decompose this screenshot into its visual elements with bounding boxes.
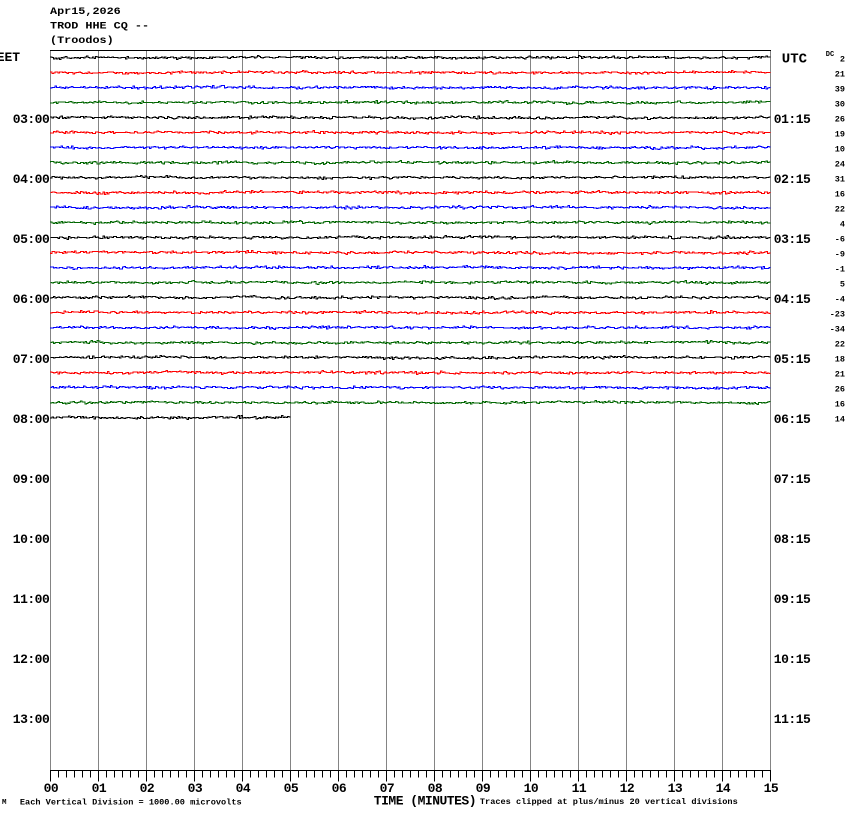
svg-text:05:15: 05:15: [774, 352, 811, 367]
svg-text:07: 07: [380, 781, 395, 796]
svg-text:EET: EET: [0, 50, 20, 65]
svg-text:19: 19: [835, 130, 845, 140]
svg-text:06: 06: [332, 781, 347, 796]
svg-text:01: 01: [92, 781, 107, 796]
svg-text:10: 10: [835, 145, 845, 155]
svg-text:01:15: 01:15: [774, 112, 811, 127]
svg-text:05: 05: [284, 781, 299, 796]
svg-text:-6: -6: [835, 235, 845, 245]
svg-text:31: 31: [835, 175, 845, 185]
svg-text:18: 18: [835, 355, 845, 365]
svg-text:-1: -1: [835, 265, 845, 275]
svg-text:4: 4: [840, 220, 845, 230]
svg-text:04:00: 04:00: [13, 172, 50, 187]
svg-text:2: 2: [840, 55, 845, 65]
svg-text:TIME (MINUTES): TIME (MINUTES): [374, 794, 476, 809]
svg-text:08:15: 08:15: [774, 532, 811, 547]
svg-text:22: 22: [835, 340, 845, 350]
svg-text:M: M: [2, 799, 7, 807]
svg-text:02: 02: [140, 781, 155, 796]
svg-text:TROD HHE CQ --: TROD HHE CQ --: [50, 21, 149, 32]
svg-text:07:00: 07:00: [13, 352, 50, 367]
svg-text:24: 24: [835, 160, 845, 170]
svg-text:04: 04: [236, 781, 251, 796]
svg-text:13: 13: [668, 781, 683, 796]
svg-text:04:15: 04:15: [774, 292, 811, 307]
svg-text:05:00: 05:00: [13, 232, 50, 247]
svg-text:(Troodos): (Troodos): [50, 36, 114, 47]
svg-text:09: 09: [476, 781, 491, 796]
svg-text:09:15: 09:15: [774, 592, 811, 607]
svg-text:08: 08: [428, 781, 443, 796]
svg-text:08:00: 08:00: [13, 412, 50, 427]
svg-text:15: 15: [764, 781, 779, 796]
svg-text:30: 30: [835, 100, 845, 110]
svg-text:5: 5: [840, 280, 845, 290]
svg-text:07:15: 07:15: [774, 472, 811, 487]
svg-text:16: 16: [835, 190, 845, 200]
svg-text:12: 12: [620, 781, 635, 796]
svg-text:26: 26: [835, 115, 845, 125]
svg-text:14: 14: [716, 781, 731, 796]
svg-text:22: 22: [835, 205, 845, 215]
svg-text:DC: DC: [826, 51, 834, 59]
svg-text:03: 03: [188, 781, 203, 796]
svg-text:39: 39: [835, 85, 845, 95]
svg-text:09:00: 09:00: [13, 472, 50, 487]
svg-text:Each Vertical Division = 1000.: Each Vertical Division = 1000.00 microvo…: [20, 797, 242, 807]
svg-text:UTC: UTC: [782, 51, 808, 67]
svg-text:Apr15,2026: Apr15,2026: [50, 7, 121, 18]
svg-text:-4: -4: [835, 295, 845, 305]
svg-text:26: 26: [835, 385, 845, 395]
svg-text:21: 21: [835, 370, 845, 380]
svg-text:16: 16: [835, 400, 845, 410]
svg-text:06:00: 06:00: [13, 292, 50, 307]
svg-text:10:00: 10:00: [13, 532, 50, 547]
svg-text:02:15: 02:15: [774, 172, 811, 187]
svg-text:13:00: 13:00: [13, 712, 50, 727]
svg-text:11:15: 11:15: [774, 712, 811, 727]
svg-text:12:00: 12:00: [13, 652, 50, 667]
svg-text:-23: -23: [830, 310, 845, 320]
svg-text:21: 21: [835, 70, 845, 80]
svg-text:10:15: 10:15: [774, 652, 811, 667]
svg-text:03:00: 03:00: [13, 112, 50, 127]
svg-text:03:15: 03:15: [774, 232, 811, 247]
svg-text:11: 11: [572, 781, 587, 796]
svg-text:Traces clipped at plus/minus 2: Traces clipped at plus/minus 20 vertical…: [480, 797, 738, 807]
svg-text:06:15: 06:15: [774, 412, 811, 427]
svg-text:-9: -9: [835, 250, 845, 260]
svg-text:10: 10: [524, 781, 539, 796]
svg-text:00: 00: [44, 781, 59, 796]
svg-text:11:00: 11:00: [13, 592, 50, 607]
svg-text:-34: -34: [830, 325, 845, 335]
svg-text:14: 14: [835, 415, 845, 425]
